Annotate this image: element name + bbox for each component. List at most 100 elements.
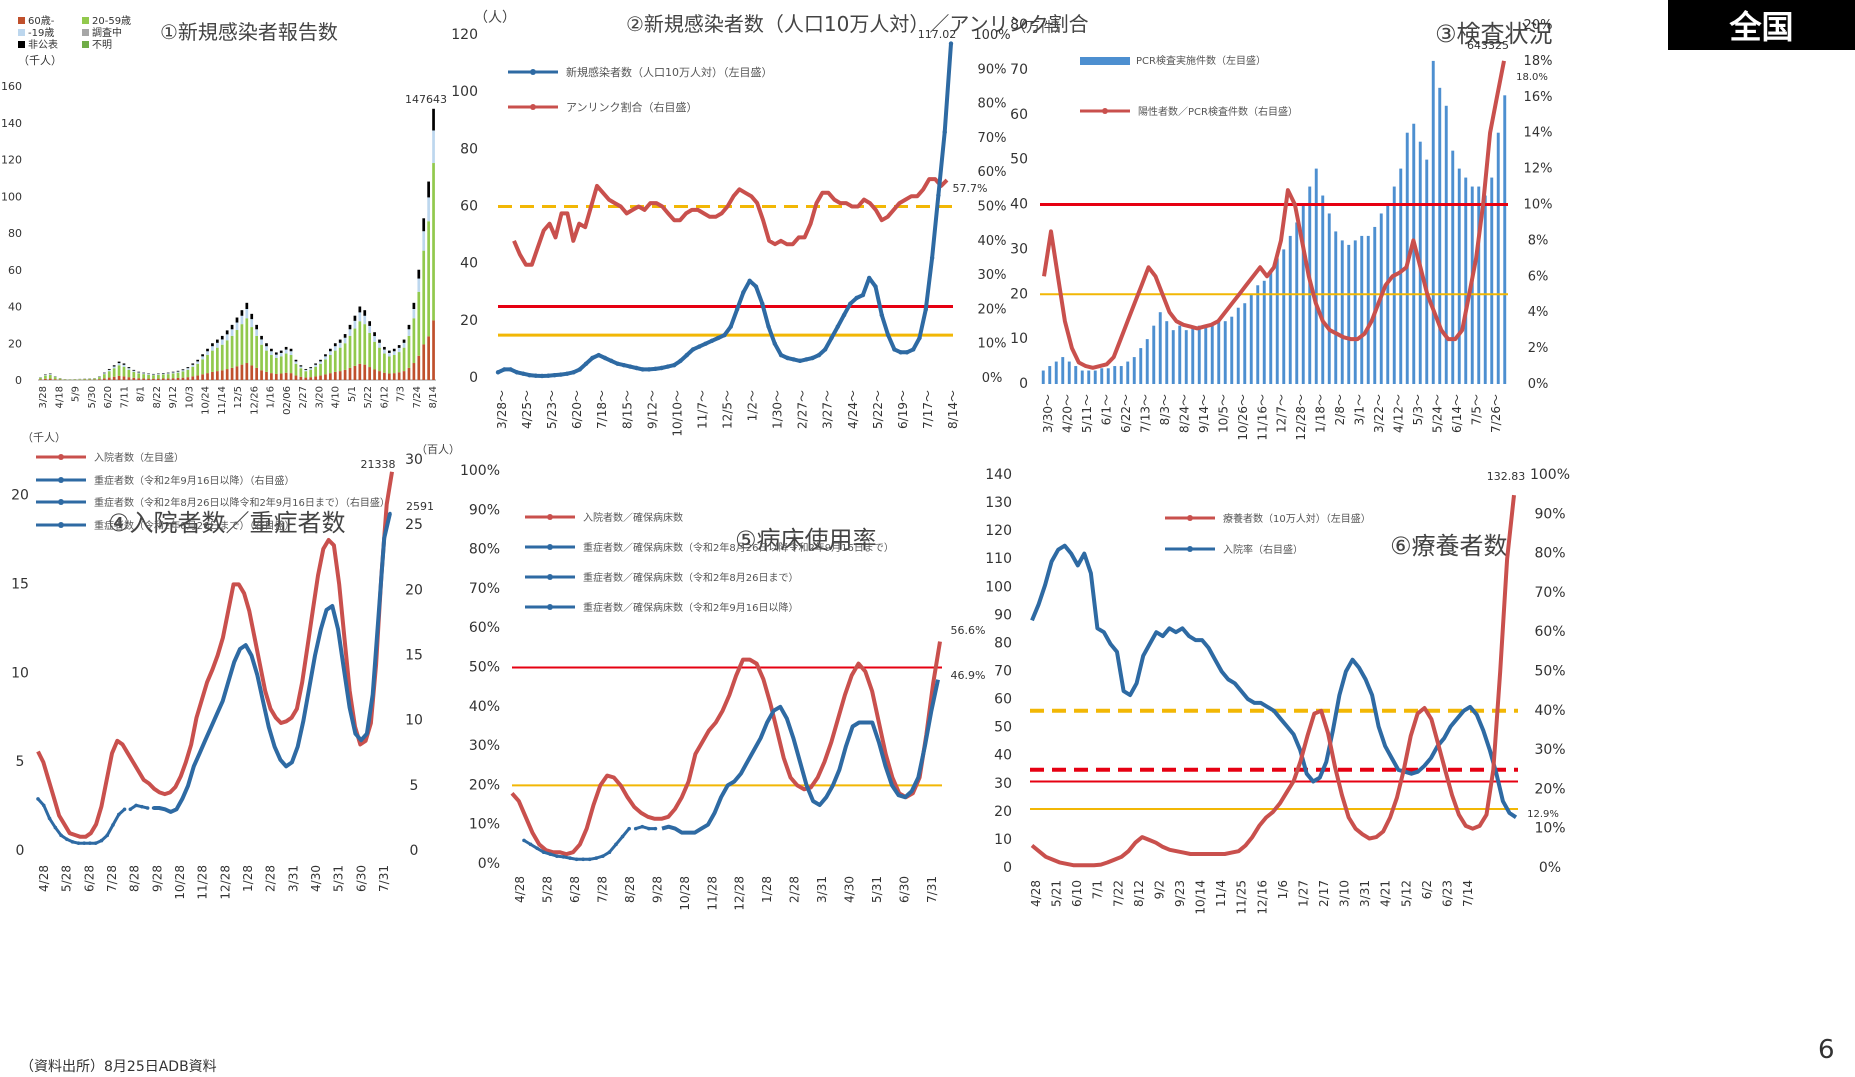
p4-severe-c-point-30: [324, 608, 329, 612]
p1-xtick-14: 1/16: [266, 386, 277, 408]
p5-severe-a-point-7: [568, 856, 572, 860]
p3-bar-24: [1197, 325, 1201, 384]
p2-cases-point-57: [854, 295, 859, 301]
p5-xtick-12: 4/30: [843, 876, 857, 903]
p1-bar-66-1: [363, 324, 367, 365]
p3-bar-67: [1477, 186, 1481, 384]
p4-severe-c-point-25: [296, 745, 300, 749]
p2-cases-point-23: [640, 367, 645, 372]
p3-bar-63: [1451, 150, 1455, 384]
p2-cases-point-30: [684, 352, 689, 358]
p1-bar-15-0: [112, 376, 116, 380]
p5-severe-b-point-1: [640, 824, 645, 829]
p3-xtick-17: 3/22～: [1372, 394, 1386, 433]
p1-bar-71-3: [387, 350, 391, 353]
p1-bar-35-2: [211, 346, 214, 351]
p4-severe-b-point-0: [128, 807, 133, 812]
p1-bar-58-2: [324, 356, 327, 360]
p3-xtick-20: 5/24～: [1431, 394, 1445, 433]
p1-legend-label-4: 非公表: [28, 38, 58, 51]
p6-xtick-9: 11/4: [1214, 880, 1228, 907]
p2-yleft-0: 0: [469, 370, 478, 386]
p4-xtick-0: 4/28: [37, 865, 51, 892]
p6-xtick-13: 1/27: [1296, 880, 1310, 907]
p1-bar-65-2: [358, 312, 362, 322]
p1-bar-43-0: [250, 365, 254, 380]
p5-legend-2-label: 重症者数／確保病床数（令和2年8月26日まで）: [583, 571, 798, 584]
p2-xtick-15: 5/22～: [871, 390, 885, 429]
p1-bar-78-2: [422, 231, 426, 251]
p1-bar-42-1: [245, 318, 249, 364]
p1-bar-30-0: [186, 377, 190, 380]
p1-bar-79-2: [427, 197, 430, 222]
p1-bar-28-0: [176, 377, 180, 380]
p3-bar-46: [1340, 240, 1344, 384]
p3-xtick-10: 10/26～: [1236, 394, 1250, 441]
p1-unit-label: （千人）: [18, 54, 62, 67]
p1-bar-16-3: [117, 361, 121, 364]
p4-severe-a-point-12: [105, 833, 110, 838]
p3-yleft-8: 80: [1010, 17, 1028, 33]
p1-ytick-5: 100: [1, 190, 22, 203]
p4-xtick-8: 12/28: [218, 865, 232, 900]
p1-bar-70-3: [383, 346, 386, 350]
p4-legend-2-marker: [58, 499, 64, 505]
p1-bar-76-0: [412, 363, 416, 380]
p1-bar-58-3: [324, 354, 327, 357]
p1-bar-19-1: [132, 371, 136, 378]
p1-bar-77-3: [417, 269, 421, 279]
p1-bar-2-3: [48, 373, 52, 375]
p1-bar-76-3: [412, 302, 416, 309]
p1-bar-59-1: [329, 355, 332, 374]
p4-yright-5: 25: [405, 517, 423, 533]
p5-severe-a-point-11: [594, 856, 599, 860]
p1-bar-22-2: [147, 374, 150, 375]
p3-xtick-13: 12/28～: [1294, 394, 1308, 441]
p1-bar-71-1: [387, 356, 391, 374]
p1-bar-36-2: [215, 342, 219, 348]
p4-severe-c-point-36: [359, 738, 363, 742]
p1-bar-74-0: [402, 371, 406, 380]
p1-bar-3-1: [53, 377, 57, 380]
p1-bar-31-2: [191, 364, 195, 367]
p4-xtick-7: 11/28: [196, 865, 210, 900]
p1-bar-51-2: [289, 351, 293, 356]
p1-bar-70-2: [383, 349, 386, 354]
p4-legend-3-marker: [58, 522, 64, 528]
p4-severe-a-point-8: [82, 841, 86, 845]
p1-bar-19-3: [132, 369, 136, 371]
p3-bar-44: [1327, 213, 1331, 384]
p2-cases-point-20: [621, 362, 627, 368]
p1-bar-73-3: [397, 345, 401, 348]
p1-bar-48-2: [274, 354, 278, 358]
p3-bar-39: [1295, 222, 1299, 384]
p3-bar-15: [1139, 348, 1143, 384]
p1-bar-30-3: [186, 367, 190, 369]
p6-yright-9: 90%: [1534, 506, 1565, 522]
p1-bar-33-2: [201, 356, 204, 360]
p6-xtick-17: 4/21: [1379, 880, 1393, 907]
p6-legend-rate-marker: [1187, 546, 1193, 552]
p4-severe-c-point-11: [215, 712, 219, 716]
p2-xtick-18: 8/14～: [946, 390, 960, 429]
p1-bar-69-3: [378, 339, 381, 343]
p5-xtick-0: 4/28: [513, 876, 527, 903]
region-badge: 全国: [1668, 0, 1855, 50]
p4-legend-3-label: 重症者数（令和2年8月26日まで）（右目盛）: [94, 519, 294, 532]
p2-yleft-4: 80: [460, 141, 478, 157]
p3-bar-49: [1360, 235, 1364, 384]
p3-yleft-2: 20: [1010, 286, 1028, 302]
p2-yright-6: 60%: [978, 165, 1007, 180]
p4-yright-6: 30: [405, 452, 423, 468]
p3-tests-label: 643325: [1467, 39, 1509, 52]
p3-bar-61: [1438, 87, 1442, 384]
p1-xtick-0: 3/28: [38, 386, 49, 408]
p4-severe-a-point-9: [88, 841, 92, 845]
p2-cases-point-47: [791, 357, 796, 362]
p5-ytick-1: 10%: [469, 817, 500, 833]
p4-severe-c-point-15: [238, 647, 242, 651]
p3-bar-43: [1321, 195, 1325, 384]
p3-yright-9: 18%: [1524, 54, 1553, 69]
p1-bar-5-1: [63, 379, 67, 380]
p2-cases-point-48: [797, 358, 803, 364]
